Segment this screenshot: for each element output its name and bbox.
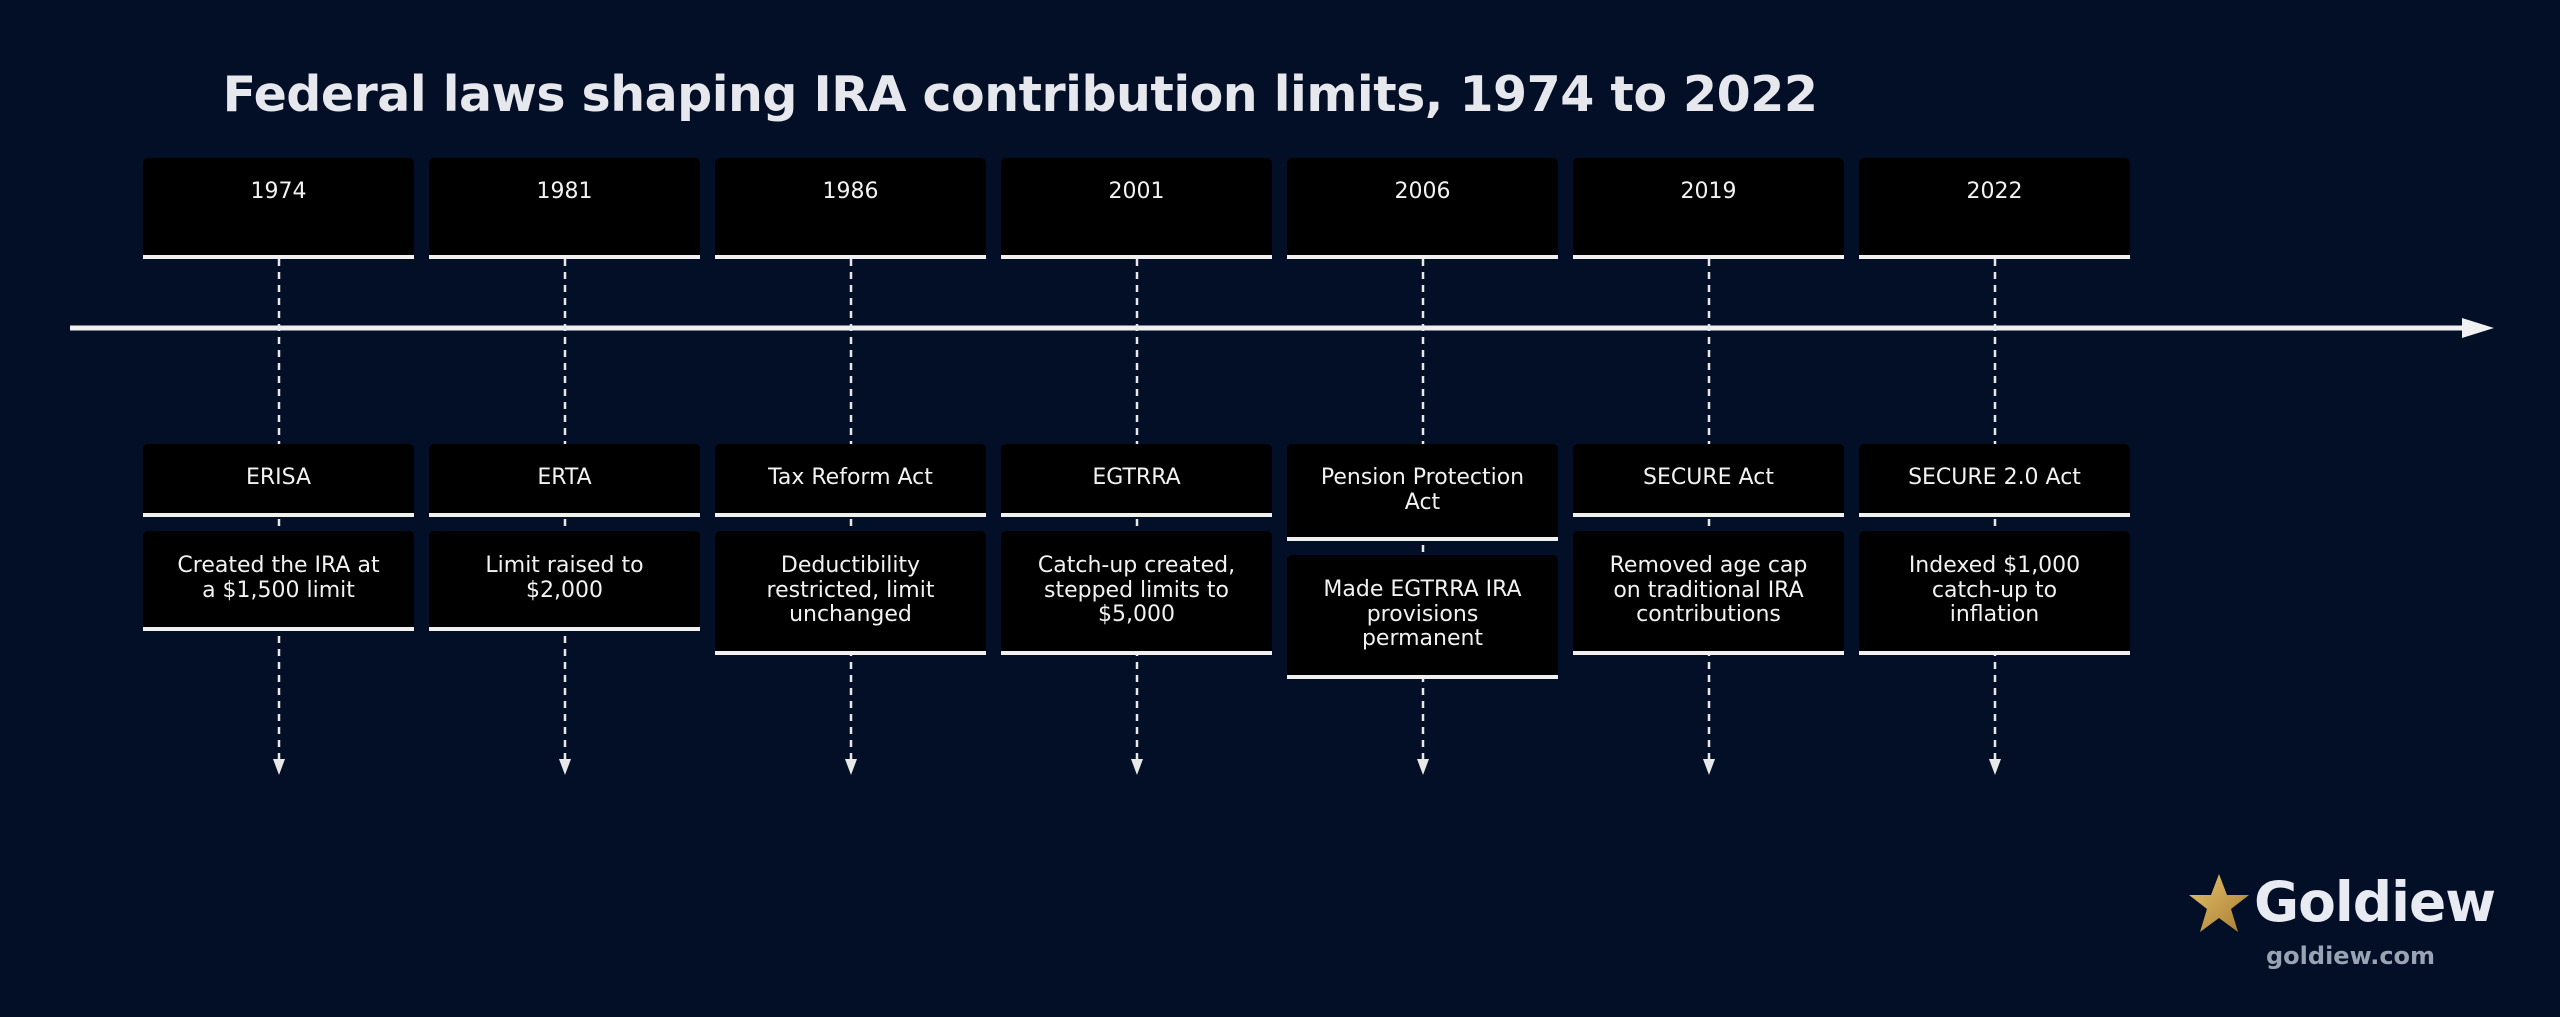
- law-box: Pension Protection Act: [1287, 444, 1558, 541]
- brand-logo: Goldiew goldiew.com: [2188, 870, 2498, 980]
- effect-text: Indexed $1,000 catch-up to inflation: [1908, 552, 2081, 628]
- law-box: ERTA: [429, 444, 700, 517]
- star-icon: [2189, 874, 2249, 932]
- year-box: 2022: [1859, 158, 2130, 259]
- effect-text: Deductibility restricted, limit unchange…: [766, 552, 935, 628]
- law-box: EGTRRA: [1001, 444, 1272, 517]
- year-label: 1981: [536, 179, 593, 204]
- law-box: SECURE 2.0 Act: [1859, 444, 2130, 517]
- law-name: SECURE 2.0 Act: [1908, 465, 2081, 491]
- year-box: 2019: [1573, 158, 1844, 259]
- connector-arrowhead: [1989, 759, 2001, 775]
- effect-box: Created the IRA at a $1,500 limit: [143, 531, 414, 631]
- year-label: 1974: [250, 179, 307, 204]
- effect-box: Removed age cap on traditional IRA contr…: [1573, 531, 1844, 655]
- connector-arrowhead: [1131, 759, 1143, 775]
- year-box: 1981: [429, 158, 700, 259]
- law-name: EGTRRA: [1092, 465, 1181, 491]
- law-box: ERISA: [143, 444, 414, 517]
- year-box: 1986: [715, 158, 986, 259]
- year-label: 2001: [1108, 179, 1165, 204]
- connector-arrowhead: [273, 759, 285, 775]
- brand-url: goldiew.com: [2266, 942, 2436, 970]
- year-label: 2022: [1966, 179, 2023, 204]
- effect-box: Limit raised to $2,000: [429, 531, 700, 631]
- year-box: 2006: [1287, 158, 1558, 259]
- effect-text: Created the IRA at a $1,500 limit: [177, 553, 380, 603]
- effect-text: Made EGTRRA IRA provisions permanent: [1323, 576, 1522, 652]
- connector-arrowhead: [1703, 759, 1715, 775]
- year-label: 2006: [1394, 179, 1451, 204]
- law-box: SECURE Act: [1573, 444, 1844, 517]
- effect-box: Made EGTRRA IRA provisions permanent: [1287, 555, 1558, 679]
- law-name: ERTA: [537, 465, 592, 491]
- connector-arrowhead: [845, 759, 857, 775]
- law-name: Tax Reform Act: [768, 465, 933, 491]
- brand-name: Goldiew: [2254, 870, 2496, 934]
- effect-box: Indexed $1,000 catch-up to inflation: [1859, 531, 2130, 655]
- effect-text: Catch-up created, stepped limits to $5,0…: [1037, 552, 1236, 628]
- diagram-title: Federal laws shaping IRA contribution li…: [222, 66, 1818, 123]
- effect-text: Limit raised to $2,000: [485, 553, 644, 603]
- effect-box: Deductibility restricted, limit unchange…: [715, 531, 986, 655]
- law-name: SECURE Act: [1643, 465, 1774, 491]
- connector-arrowhead: [559, 759, 571, 775]
- year-label: 1986: [822, 179, 879, 204]
- year-box: 2001: [1001, 158, 1272, 259]
- year-box: 1974: [143, 158, 414, 259]
- law-name: Pension Protection Act: [1320, 464, 1525, 515]
- effect-box: Catch-up created, stepped limits to $5,0…: [1001, 531, 1272, 655]
- connector-arrowhead: [1417, 759, 1429, 775]
- timeline-arrowhead: [2462, 318, 2494, 338]
- law-box: Tax Reform Act: [715, 444, 986, 517]
- effect-text: Removed age cap on traditional IRA contr…: [1609, 552, 1808, 628]
- year-label: 2019: [1680, 179, 1737, 204]
- law-name: ERISA: [245, 465, 312, 491]
